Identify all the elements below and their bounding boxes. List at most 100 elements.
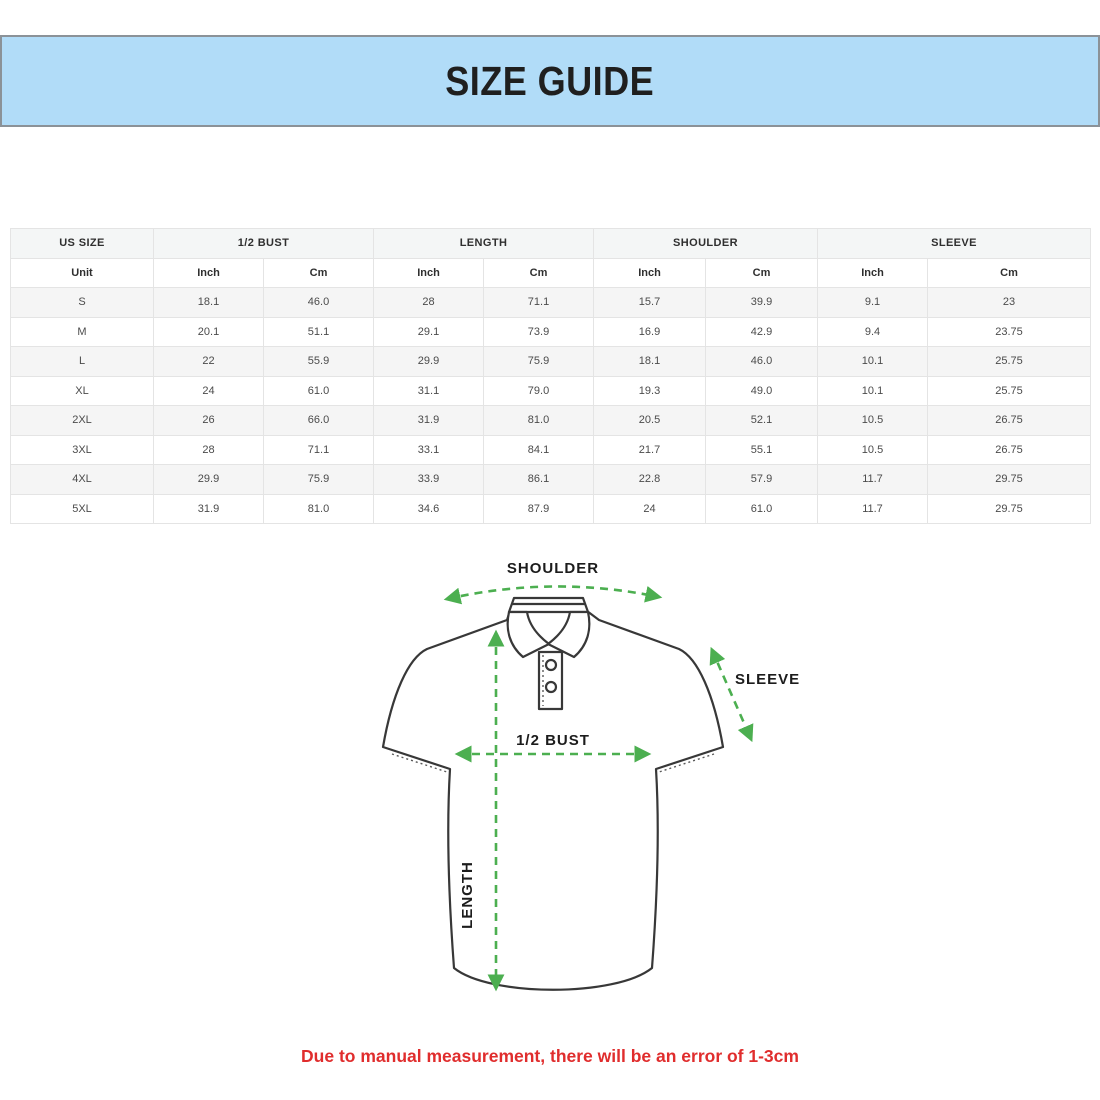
- measurement-cell: 71.1: [483, 287, 594, 318]
- measurement-cell: 20.5: [593, 405, 706, 436]
- measurement-cell: 39.9: [705, 287, 818, 318]
- measurement-cell: 75.9: [263, 464, 374, 495]
- measurement-cell: 10.1: [817, 375, 928, 406]
- column-group-half-bust: 1/2 BUST: [153, 228, 374, 259]
- table-row: 3XL 28 71.1 33.1 84.1 21.7 55.1 10.5 26.75: [10, 434, 1091, 465]
- measurement-cell: 29.9: [373, 346, 484, 377]
- shirt-measurement-diagram: SHOULDER SLEEVE 1/2 BUST LENGTH: [330, 545, 850, 1035]
- measurement-cell: 57.9: [705, 464, 818, 495]
- table-row: S 18.1 46.0 28 71.1 15.7 39.9 9.1 23: [10, 287, 1091, 318]
- table-row: M 20.1 51.1 29.1 73.9 16.9 42.9 9.4 23.75: [10, 316, 1091, 347]
- measurement-cell: 29.1: [373, 316, 484, 347]
- measurement-cell: 25.75: [927, 375, 1091, 406]
- size-label-cell: S: [10, 287, 154, 318]
- measurement-cell: 16.9: [593, 316, 706, 347]
- measurement-cell: 10.1: [817, 346, 928, 377]
- measurement-cell: 29.75: [927, 464, 1091, 495]
- measurement-cell: 29.9: [153, 464, 264, 495]
- column-group-sleeve: SLEEVE: [817, 228, 1091, 259]
- size-guide-banner: SIZE GUIDE: [0, 35, 1100, 127]
- size-table-body: S 18.1 46.0 28 71.1 15.7 39.9 9.1 23 M 20.1 51.1 29.…: [10, 287, 1091, 524]
- measurement-cell: 66.0: [263, 405, 374, 436]
- sleeve-measure-arrow: [709, 646, 754, 743]
- measurement-cell: 61.0: [705, 493, 818, 524]
- measurement-cell: 42.9: [705, 316, 818, 347]
- measurement-cell: 31.1: [373, 375, 484, 406]
- measurement-cell: 9.4: [817, 316, 928, 347]
- measurement-cell: 24: [593, 493, 706, 524]
- measurement-cell: 26.75: [927, 405, 1091, 436]
- measurement-cell: 29.75: [927, 493, 1091, 524]
- column-group-shoulder: SHOULDER: [593, 228, 818, 259]
- measurement-cell: 84.1: [483, 434, 594, 465]
- measurement-cell: 87.9: [483, 493, 594, 524]
- size-table-container: US SIZE 1/2 BUST LENGTH SHOULDER SLEEVE …: [10, 228, 1091, 524]
- measurement-cell: 31.9: [153, 493, 264, 524]
- shoulder-measure-arrow: [443, 585, 663, 605]
- measurement-cell: 71.1: [263, 434, 374, 465]
- measurement-cell: 61.0: [263, 375, 374, 406]
- table-row: 4XL 29.9 75.9 33.9 86.1 22.8 57.9 11.7 29.75: [10, 464, 1091, 495]
- measurement-cell: 79.0: [483, 375, 594, 406]
- size-label-cell: XL: [10, 375, 154, 406]
- sleeve-label: SLEEVE: [735, 671, 800, 688]
- measurement-cell: 23: [927, 287, 1091, 318]
- measurement-cell: 31.9: [373, 405, 484, 436]
- button-top: [544, 658, 558, 672]
- measurement-cell: 28: [153, 434, 264, 465]
- length-label: LENGTH: [459, 861, 476, 929]
- unit-header: Inch: [817, 257, 928, 288]
- measurement-cell: 51.1: [263, 316, 374, 347]
- measurement-error-note: Due to manual measurement, there will be…: [301, 1046, 799, 1066]
- unit-header: Inch: [373, 257, 484, 288]
- measurement-cell: 33.1: [373, 434, 484, 465]
- measurement-cell: 81.0: [263, 493, 374, 524]
- measurement-cell: 19.3: [593, 375, 706, 406]
- table-row: XL 24 61.0 31.1 79.0 19.3 49.0 10.1 25.75: [10, 375, 1091, 406]
- column-group-us-size: US SIZE: [10, 228, 154, 259]
- measurement-cell: 81.0: [483, 405, 594, 436]
- table-row: 2XL 26 66.0 31.9 81.0 20.5 52.1 10.5 26.75: [10, 405, 1091, 436]
- size-label-cell: 3XL: [10, 434, 154, 465]
- size-label-cell: 5XL: [10, 493, 154, 524]
- measurement-cell: 26: [153, 405, 264, 436]
- column-group-length: LENGTH: [373, 228, 594, 259]
- measurement-cell: 11.7: [817, 493, 928, 524]
- measurement-cell: 18.1: [153, 287, 264, 318]
- half-bust-label: 1/2 BUST: [516, 732, 590, 749]
- button-bottom: [544, 680, 558, 694]
- measurement-cell: 11.7: [817, 464, 928, 495]
- measurement-cell: 22.8: [593, 464, 706, 495]
- table-group-header-row: US SIZE 1/2 BUST LENGTH SHOULDER SLEEVE: [10, 228, 1091, 259]
- table-row: 5XL 31.9 81.0 34.6 87.9 24 61.0 11.7 29.75: [10, 493, 1091, 524]
- size-label-cell: M: [10, 316, 154, 347]
- measurement-cell: 49.0: [705, 375, 818, 406]
- measurement-cell: 15.7: [593, 287, 706, 318]
- table-row: L 22 55.9 29.9 75.9 18.1 46.0 10.1 25.75: [10, 346, 1091, 377]
- measurement-cell: 34.6: [373, 493, 484, 524]
- collar-right-wing: [546, 610, 591, 659]
- measurement-cell: 10.5: [817, 405, 928, 436]
- measurement-cell: 33.9: [373, 464, 484, 495]
- measurement-cell: 46.0: [705, 346, 818, 377]
- measurement-cell: 55.9: [263, 346, 374, 377]
- table-unit-row: Unit Inch Cm Inch Cm Inch Cm Inch Cm: [10, 257, 1091, 288]
- measurement-cell: 55.1: [705, 434, 818, 465]
- unit-header: Cm: [263, 257, 374, 288]
- measurement-cell: 21.7: [593, 434, 706, 465]
- measurement-cell: 18.1: [593, 346, 706, 377]
- shoulder-label: SHOULDER: [507, 560, 599, 577]
- size-label-cell: L: [10, 346, 154, 377]
- measurement-cell: 20.1: [153, 316, 264, 347]
- size-label-cell: 2XL: [10, 405, 154, 436]
- unit-header: Unit: [10, 257, 154, 288]
- unit-header: Cm: [927, 257, 1091, 288]
- size-label-cell: 4XL: [10, 464, 154, 495]
- unit-header: Inch: [593, 257, 706, 288]
- measurement-cell: 24: [153, 375, 264, 406]
- polo-shirt-illustration: SHOULDER SLEEVE 1/2 BUST LENGTH: [381, 560, 800, 992]
- unit-header: Cm: [483, 257, 594, 288]
- measurement-cell: 10.5: [817, 434, 928, 465]
- measurement-cell: 28: [373, 287, 484, 318]
- size-table: US SIZE 1/2 BUST LENGTH SHOULDER SLEEVE …: [10, 228, 1091, 524]
